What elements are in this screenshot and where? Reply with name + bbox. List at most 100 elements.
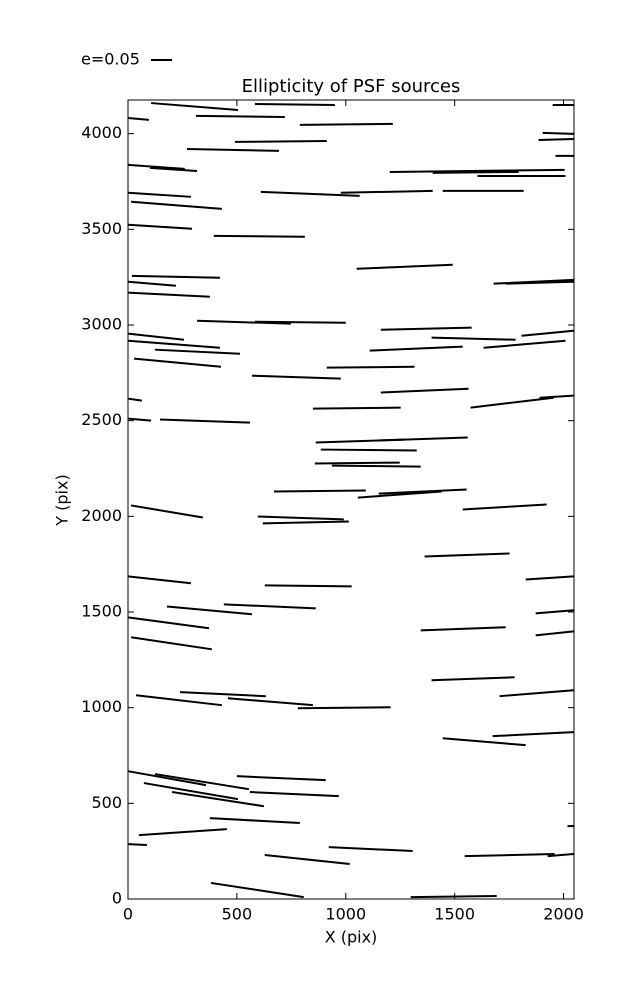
whisker	[159, 418, 250, 424]
whisker	[312, 406, 401, 410]
whisker	[127, 397, 143, 402]
key-label: e=0.05	[81, 50, 140, 69]
x-tick-label: 1000	[325, 905, 366, 924]
whisker	[538, 138, 574, 141]
whisker	[127, 163, 185, 170]
whisker	[197, 319, 291, 325]
y-tick-label: 0	[112, 889, 122, 908]
whisker	[492, 731, 574, 738]
whisker	[539, 394, 574, 399]
whisker	[127, 116, 149, 121]
chart-title: Ellipticity of PSF sources	[242, 76, 461, 97]
y-tick-label: 500	[91, 793, 122, 812]
whisker	[130, 636, 212, 651]
whisker	[470, 396, 554, 409]
whisker	[521, 329, 574, 337]
whisker	[299, 122, 393, 126]
whisker	[264, 853, 350, 865]
whisker	[127, 770, 207, 787]
whisker	[380, 387, 469, 394]
whisker	[130, 504, 204, 519]
whisker	[326, 365, 415, 369]
whisker	[389, 168, 565, 173]
whisker	[171, 791, 265, 808]
whisker	[505, 280, 574, 285]
whisker	[257, 515, 344, 521]
whisker	[130, 200, 222, 210]
whisker	[138, 828, 227, 837]
whisker	[127, 575, 192, 585]
whisker	[149, 166, 198, 172]
whisker	[143, 782, 239, 801]
whisker	[376, 438, 405, 442]
whisker	[410, 894, 497, 899]
whisker	[357, 490, 442, 499]
whisker	[340, 189, 433, 194]
whisker	[432, 170, 519, 174]
y-tick-label: 2000	[81, 506, 122, 525]
whisker	[151, 102, 239, 111]
whisker	[127, 191, 192, 198]
whisker	[154, 773, 250, 791]
whisker	[547, 853, 574, 858]
whisker	[542, 131, 574, 135]
whisker	[134, 357, 222, 368]
whisker	[442, 737, 526, 747]
whisker	[254, 320, 346, 324]
whisker	[420, 626, 506, 632]
y-tick-label: 4000	[81, 123, 122, 142]
whisker	[264, 584, 352, 588]
whisker	[127, 291, 210, 298]
y-tick-label: 3000	[81, 315, 122, 334]
x-axis-label: X (pix)	[325, 928, 378, 947]
whisker	[262, 520, 349, 525]
whisker	[127, 616, 210, 630]
whisker	[234, 139, 327, 143]
whisker	[369, 345, 463, 352]
whisker	[227, 697, 313, 707]
whisker	[328, 846, 413, 852]
whisker	[378, 488, 467, 495]
whisker	[180, 691, 266, 698]
whisker	[195, 114, 285, 119]
whisker	[249, 791, 339, 798]
y-tick-label: 1500	[81, 602, 122, 621]
x-tick-label: 0	[123, 905, 133, 924]
x-tick-label: 1500	[434, 905, 475, 924]
whisker	[236, 775, 326, 782]
y-tick-label: 2500	[81, 410, 122, 429]
whisker	[127, 280, 176, 287]
whisker	[431, 336, 516, 341]
whisker	[499, 689, 574, 698]
y-tick-label: 1000	[81, 697, 122, 716]
whisker	[127, 332, 185, 341]
whisker	[135, 694, 222, 707]
whisker	[209, 817, 300, 825]
whisker	[320, 448, 417, 452]
whisker	[254, 103, 335, 106]
x-tick-label: 500	[222, 905, 253, 924]
whisker	[223, 603, 316, 610]
whisker	[210, 881, 304, 899]
y-tick-label: 3500	[81, 219, 122, 238]
y-axis-label: Y (pix)	[53, 474, 72, 526]
whisker	[535, 630, 574, 637]
whisker	[331, 464, 421, 468]
whisker	[186, 147, 279, 152]
plot-frame	[127, 99, 575, 900]
whisker	[213, 234, 305, 238]
whisker	[127, 417, 152, 422]
whisker	[166, 605, 253, 616]
whisker	[464, 853, 555, 858]
whisker	[297, 706, 391, 710]
whisker	[380, 326, 472, 331]
whisker	[127, 843, 147, 847]
x-tick-label: 2000	[543, 905, 584, 924]
whisker	[525, 575, 574, 581]
whisker	[273, 489, 366, 493]
whisker	[356, 263, 453, 270]
whisker	[127, 223, 193, 230]
whisker	[131, 274, 220, 279]
whisker	[260, 190, 360, 197]
whisker	[431, 676, 515, 682]
